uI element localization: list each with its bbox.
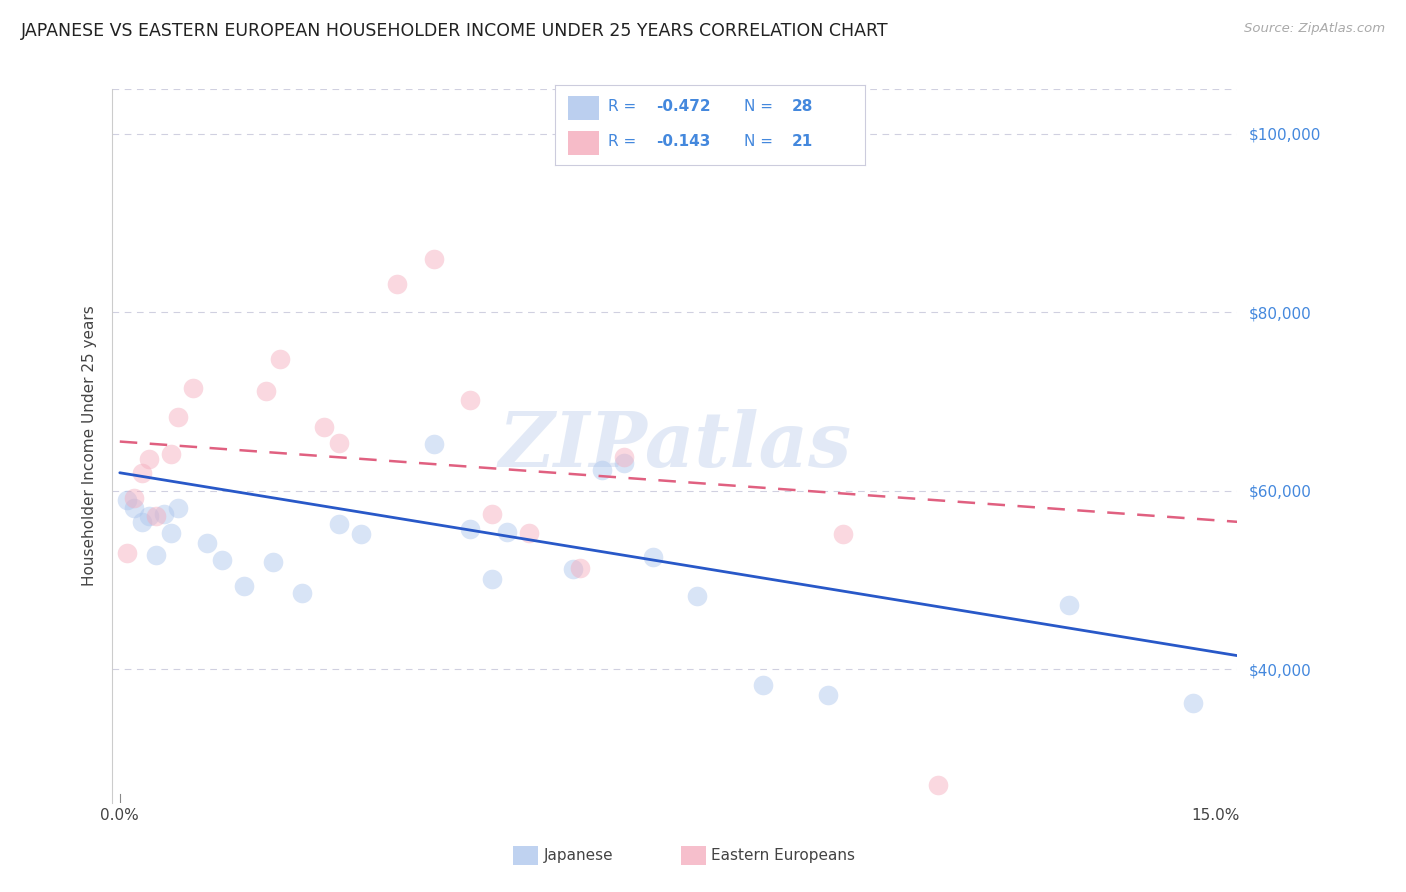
Text: JAPANESE VS EASTERN EUROPEAN HOUSEHOLDER INCOME UNDER 25 YEARS CORRELATION CHART: JAPANESE VS EASTERN EUROPEAN HOUSEHOLDER… <box>21 22 889 40</box>
Point <box>131 515 153 529</box>
Point <box>233 579 256 593</box>
Point <box>254 384 277 398</box>
Point <box>613 450 636 464</box>
Point <box>131 466 153 480</box>
Text: N =: N = <box>744 99 778 114</box>
Point <box>160 526 183 541</box>
Text: -0.472: -0.472 <box>655 99 710 114</box>
Point <box>145 548 167 562</box>
Point <box>124 491 146 505</box>
FancyBboxPatch shape <box>568 131 599 155</box>
Point <box>423 252 446 266</box>
Point <box>145 508 167 523</box>
Text: 21: 21 <box>792 134 813 149</box>
Point <box>328 436 350 450</box>
Point <box>115 492 138 507</box>
Point <box>152 507 174 521</box>
Point <box>460 522 482 536</box>
Point <box>350 527 373 541</box>
Point <box>423 437 446 451</box>
Y-axis label: Householder Income Under 25 years: Householder Income Under 25 years <box>82 306 97 586</box>
Point <box>568 561 591 575</box>
Point <box>167 410 190 425</box>
Point <box>314 420 336 434</box>
Point <box>686 589 709 603</box>
Point <box>197 536 219 550</box>
Text: Japanese: Japanese <box>544 848 614 863</box>
Text: Source: ZipAtlas.com: Source: ZipAtlas.com <box>1244 22 1385 36</box>
Point <box>641 550 664 565</box>
Text: N =: N = <box>744 134 778 149</box>
Point <box>496 524 519 539</box>
Point <box>124 501 146 516</box>
Point <box>160 447 183 461</box>
Point <box>138 508 160 523</box>
Point <box>211 553 233 567</box>
Text: 28: 28 <box>792 99 814 114</box>
Point <box>269 351 291 366</box>
Point <box>138 452 160 467</box>
Text: -0.143: -0.143 <box>655 134 710 149</box>
Point <box>387 277 409 291</box>
Point <box>460 392 482 407</box>
Point <box>167 500 190 515</box>
Point <box>831 527 853 541</box>
Point <box>561 562 583 576</box>
Point <box>1059 598 1081 612</box>
Text: Eastern Europeans: Eastern Europeans <box>711 848 855 863</box>
Text: R =: R = <box>607 99 641 114</box>
Text: ZIPatlas: ZIPatlas <box>498 409 852 483</box>
Point <box>328 517 350 532</box>
Point <box>613 456 636 470</box>
Point <box>262 555 284 569</box>
Point <box>481 572 503 586</box>
Point <box>115 546 138 560</box>
Point <box>817 688 839 702</box>
Point <box>591 463 613 477</box>
Point <box>517 526 540 541</box>
Point <box>291 586 314 600</box>
Point <box>181 381 204 395</box>
Text: R =: R = <box>607 134 641 149</box>
Point <box>481 507 503 521</box>
Point <box>751 678 773 692</box>
Point <box>927 778 949 792</box>
FancyBboxPatch shape <box>568 96 599 120</box>
Point <box>1182 696 1205 710</box>
